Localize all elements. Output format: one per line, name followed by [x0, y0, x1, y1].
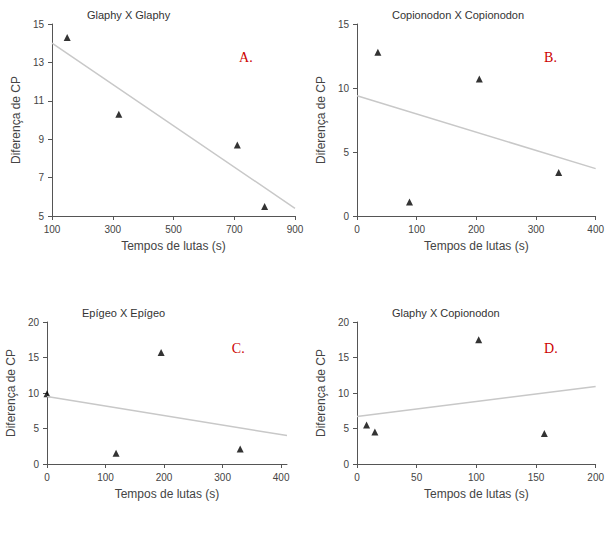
svg-text:20: 20 — [28, 317, 40, 328]
svg-text:0: 0 — [343, 459, 349, 470]
svg-text:13: 13 — [33, 57, 45, 68]
svg-text:Diferença de CP: Diferença de CP — [314, 349, 328, 437]
svg-text:C.: C. — [232, 341, 245, 356]
svg-text:400: 400 — [587, 224, 604, 235]
svg-text:A.: A. — [239, 50, 253, 65]
svg-text:D.: D. — [544, 341, 558, 356]
svg-text:100: 100 — [468, 472, 485, 483]
svg-text:100: 100 — [408, 224, 425, 235]
svg-text:0: 0 — [354, 224, 360, 235]
svg-text:200: 200 — [156, 472, 173, 483]
svg-text:150: 150 — [528, 472, 545, 483]
svg-text:0: 0 — [44, 472, 50, 483]
svg-text:700: 700 — [226, 224, 243, 235]
svg-text:15: 15 — [338, 19, 350, 30]
svg-text:Tempos de lutas (s): Tempos de lutas (s) — [121, 239, 226, 253]
svg-text:0: 0 — [33, 459, 39, 470]
svg-text:200: 200 — [587, 472, 604, 483]
svg-text:Epígeo X Epígeo: Epígeo X Epígeo — [82, 307, 165, 319]
svg-text:11: 11 — [34, 95, 45, 106]
svg-text:100: 100 — [44, 224, 61, 235]
svg-text:400: 400 — [273, 472, 290, 483]
svg-text:15: 15 — [338, 352, 350, 363]
svg-text:5: 5 — [343, 423, 349, 434]
svg-text:7: 7 — [38, 172, 44, 183]
svg-text:100: 100 — [97, 472, 114, 483]
svg-text:20: 20 — [338, 317, 350, 328]
svg-text:200: 200 — [468, 224, 485, 235]
svg-text:5: 5 — [33, 423, 39, 434]
svg-text:Glaphy X Copionodon: Glaphy X Copionodon — [392, 307, 500, 319]
svg-text:15: 15 — [28, 352, 40, 363]
svg-text:Diferença de CP: Diferença de CP — [4, 349, 18, 437]
svg-text:B.: B. — [544, 50, 557, 65]
svg-text:300: 300 — [528, 224, 545, 235]
svg-text:300: 300 — [104, 224, 121, 235]
svg-text:Tempos de lutas (s): Tempos de lutas (s) — [424, 239, 529, 253]
svg-text:10: 10 — [338, 83, 350, 94]
svg-text:0: 0 — [354, 472, 360, 483]
svg-text:5: 5 — [38, 211, 44, 222]
svg-text:15: 15 — [33, 19, 45, 30]
svg-text:10: 10 — [28, 388, 40, 399]
svg-text:9: 9 — [38, 134, 44, 145]
svg-text:900: 900 — [287, 224, 304, 235]
svg-text:Tempos de lutas (s): Tempos de lutas (s) — [424, 487, 529, 501]
svg-text:300: 300 — [214, 472, 231, 483]
svg-text:Diferença de CP: Diferença de CP — [314, 76, 328, 164]
svg-text:500: 500 — [165, 224, 182, 235]
svg-text:5: 5 — [343, 147, 349, 158]
svg-text:0: 0 — [343, 211, 349, 222]
svg-text:Copionodon X Copionodon: Copionodon X Copionodon — [392, 9, 524, 21]
svg-text:Glaphy X Glaphy: Glaphy X Glaphy — [87, 9, 171, 21]
svg-text:Tempos de lutas (s): Tempos de lutas (s) — [115, 487, 220, 501]
svg-text:10: 10 — [338, 388, 350, 399]
svg-text:50: 50 — [411, 472, 423, 483]
svg-text:Diferença de CP: Diferença de CP — [9, 76, 23, 164]
